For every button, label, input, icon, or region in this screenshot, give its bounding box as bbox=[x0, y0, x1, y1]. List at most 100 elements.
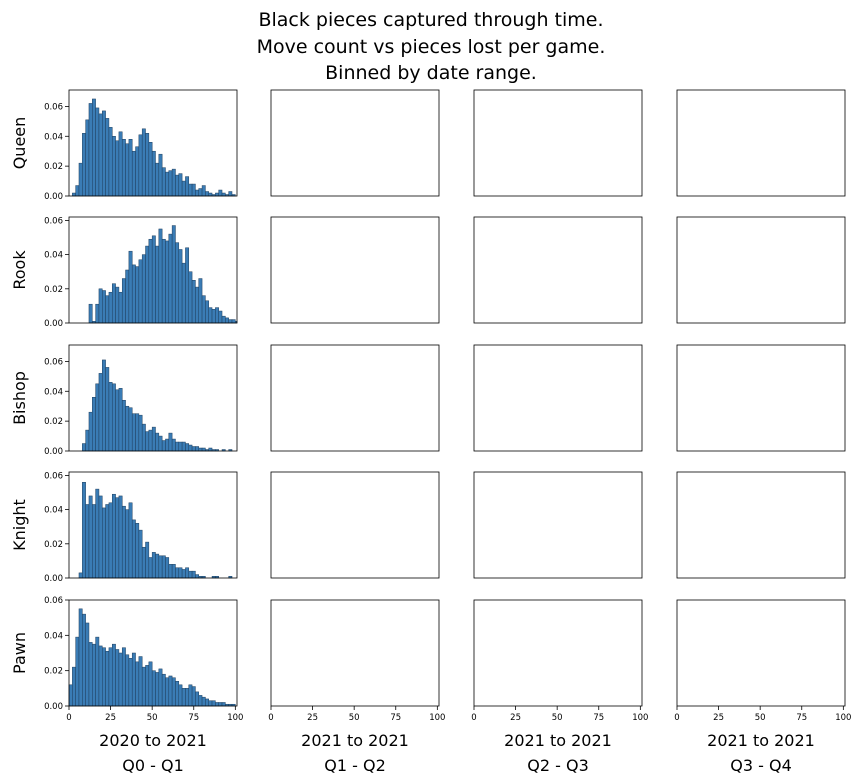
histogram-bar bbox=[158, 228, 163, 324]
x-tick-label: 100 bbox=[227, 713, 243, 723]
histogram-bar bbox=[191, 686, 196, 707]
histogram-bar bbox=[165, 171, 170, 197]
histogram-bar bbox=[121, 278, 126, 324]
histogram-bar bbox=[105, 650, 110, 707]
histogram-bar bbox=[105, 504, 110, 579]
histogram-bar bbox=[115, 649, 120, 707]
panel-frame bbox=[473, 344, 643, 452]
histogram-bar bbox=[141, 128, 146, 197]
histogram-bar bbox=[195, 574, 199, 579]
panel-queen-0: 0.00 0.02 0.04 0.06 bbox=[44, 89, 238, 202]
histogram-bar bbox=[138, 259, 143, 324]
histogram-bar bbox=[191, 446, 196, 452]
histogram-bar bbox=[158, 668, 163, 707]
row-label-pawn: Pawn bbox=[10, 632, 29, 674]
histogram-bar bbox=[141, 423, 146, 452]
histogram-bar bbox=[231, 319, 236, 324]
histogram-bar bbox=[125, 509, 130, 579]
histogram-bar bbox=[128, 139, 133, 197]
histogram-bar bbox=[121, 399, 126, 452]
histogram-bar bbox=[215, 702, 219, 707]
histogram-bar bbox=[85, 429, 90, 452]
histogram-bar bbox=[178, 684, 183, 707]
histogram-bar bbox=[125, 143, 130, 197]
histogram-bar bbox=[168, 675, 173, 707]
subplot-panels: 0.00 0.02 0.04 0.06 0.00 0.02 0.04 0.06 0.00 0.02… bbox=[44, 89, 851, 723]
histogram-bar bbox=[201, 295, 206, 324]
panel-frame bbox=[68, 599, 238, 707]
histogram-bar bbox=[195, 691, 199, 707]
histogram-bar bbox=[148, 557, 153, 579]
column-label-line1: 2021 to 2021 bbox=[707, 731, 815, 750]
histogram-bar bbox=[158, 153, 163, 197]
panel-pawn-3: 0 25 50 75 100 bbox=[674, 599, 851, 723]
column-label-line2: Q0 - Q1 bbox=[122, 756, 184, 775]
histogram-bar bbox=[148, 142, 153, 197]
histogram-bar bbox=[175, 441, 180, 452]
row-label-knight: Knight bbox=[10, 499, 29, 551]
y-tick-label: 0.04 bbox=[44, 387, 63, 397]
column-label-line2: Q1 - Q2 bbox=[324, 756, 386, 775]
histogram-bar bbox=[151, 235, 156, 324]
x-tick-label: 50 bbox=[552, 713, 563, 723]
y-tick-label: 0.06 bbox=[44, 102, 63, 112]
x-tick-label: 50 bbox=[147, 713, 158, 723]
x-tick-label: 25 bbox=[105, 713, 116, 723]
histogram-bar bbox=[221, 192, 226, 197]
histogram-bar bbox=[188, 570, 193, 579]
y-tick-label: 0.06 bbox=[44, 471, 63, 481]
histogram-bar bbox=[95, 488, 100, 579]
y-tick-label: 0.02 bbox=[44, 162, 63, 172]
histogram-bar bbox=[111, 283, 116, 324]
x-tick-label: 75 bbox=[390, 713, 401, 723]
panel-pawn-2: 0 25 50 75 100 bbox=[471, 599, 648, 723]
histogram-bar bbox=[188, 684, 193, 707]
histogram-bar bbox=[215, 192, 219, 197]
histogram-bar bbox=[88, 642, 93, 707]
x-tick-label: 100 bbox=[632, 713, 648, 723]
histogram-bar bbox=[205, 698, 209, 707]
panel-frame bbox=[68, 216, 238, 324]
histogram-bar bbox=[165, 240, 170, 324]
histogram-bar bbox=[145, 431, 150, 452]
histogram-bar bbox=[131, 264, 136, 324]
y-tick-label: 0.04 bbox=[44, 132, 63, 142]
y-tick-label: 0.00 bbox=[44, 702, 63, 712]
histogram-bar bbox=[148, 238, 153, 324]
histogram-bar bbox=[228, 319, 233, 324]
histogram-bar bbox=[151, 670, 156, 707]
histogram-bar bbox=[185, 688, 190, 707]
histogram-bar bbox=[155, 162, 160, 197]
column-labels: 2020 to 2021 Q0 - Q1 2021 to 2021 Q1 - Q2 20… bbox=[99, 731, 815, 775]
histogram-bar bbox=[168, 233, 173, 324]
panel-frame bbox=[473, 599, 643, 707]
panel-knight-1 bbox=[270, 471, 440, 579]
histogram-bar bbox=[108, 382, 113, 452]
histogram-bar bbox=[158, 555, 163, 579]
histogram-bar bbox=[115, 497, 120, 579]
histogram-bar bbox=[125, 654, 130, 707]
y-tick-label: 0.00 bbox=[44, 192, 63, 202]
histogram-bar bbox=[168, 170, 173, 197]
y-tick-label: 0.06 bbox=[44, 216, 63, 226]
histogram-bar bbox=[201, 447, 206, 452]
histogram-bar bbox=[111, 383, 116, 452]
x-tick-label: 100 bbox=[835, 713, 851, 723]
histogram-bar bbox=[118, 388, 123, 452]
histogram-bar bbox=[115, 389, 120, 452]
histogram-bar bbox=[75, 636, 80, 707]
y-tick-label: 0.06 bbox=[44, 357, 63, 367]
histogram-bar bbox=[72, 666, 76, 707]
histogram-bar bbox=[175, 681, 180, 707]
x-tick-label: 75 bbox=[593, 713, 604, 723]
panel-frame bbox=[473, 216, 643, 324]
histogram-bar bbox=[92, 397, 96, 452]
y-tick-label: 0.04 bbox=[44, 506, 63, 516]
histogram-bar bbox=[198, 695, 203, 707]
histogram-bar bbox=[208, 447, 213, 452]
histogram-bar bbox=[198, 278, 203, 324]
x-tick-label: 75 bbox=[796, 713, 807, 723]
histogram-bar bbox=[118, 495, 123, 579]
histogram-bar bbox=[178, 173, 183, 197]
